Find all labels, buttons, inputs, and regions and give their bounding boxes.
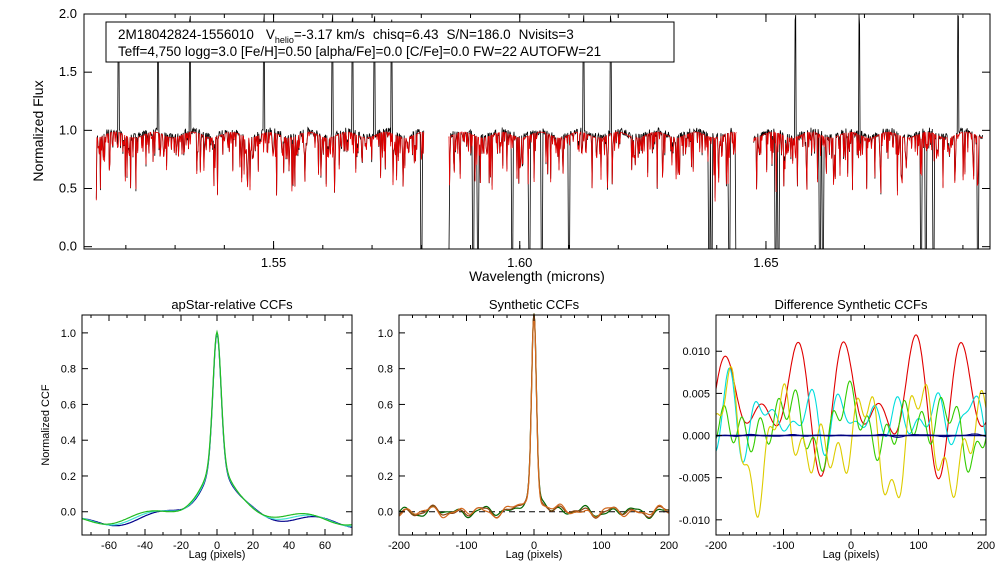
y-tick-label: 0.6 bbox=[378, 399, 393, 411]
apstar-ccf-ylabel: Normalized CCF bbox=[40, 384, 52, 466]
y-tick-label: -0.010 bbox=[679, 515, 710, 527]
star-id: 2M18042824-1556010 bbox=[118, 27, 254, 42]
x-tick-label: 60 bbox=[319, 540, 331, 552]
info-box bbox=[105, 21, 675, 63]
y-tick-label: 0.005 bbox=[682, 388, 710, 400]
synthetic-ccf-panel: Synthetic CCFs -200 -100 0 100 200 0.0 0.2 0.4 0… bbox=[378, 297, 678, 561]
y-tick-label: 0.0 bbox=[61, 507, 76, 519]
apstar-ccf-line-visit-1 bbox=[81, 331, 353, 528]
x-tick-label: 200 bbox=[660, 540, 678, 552]
x-tick-label: -100 bbox=[455, 540, 477, 552]
difference-ccf-line-yellow bbox=[715, 365, 987, 518]
y-tick-label: 1.5 bbox=[59, 64, 77, 79]
x-tick-label: -40 bbox=[137, 540, 153, 552]
difference-ccf-panel: Difference Synthetic CCFs -200 -100 0 100 20… bbox=[679, 297, 995, 561]
x-tick-label: 40 bbox=[283, 540, 295, 552]
vhelio-symbol: V bbox=[266, 27, 275, 42]
x-tick-label: 0 bbox=[848, 540, 854, 552]
spectrum-xlabel: Wavelength (microns) bbox=[469, 268, 605, 284]
model-flux-line-chip-1 bbox=[95, 131, 425, 201]
model-flux-line-chip-3 bbox=[753, 130, 983, 196]
difference-ccf-series-group bbox=[715, 334, 987, 518]
difference-ccf-line-green bbox=[715, 380, 987, 473]
synthetic-ccf-series-group bbox=[398, 313, 670, 519]
info-line-1: 2M18042824-1556010 Vhelio=-3.17 km/s chisq… bbox=[118, 27, 574, 45]
x-tick-label: -20 bbox=[173, 540, 189, 552]
difference-ccf-line-cyan bbox=[715, 367, 987, 463]
apstar-ccf-axes-frame bbox=[81, 314, 353, 536]
difference-ccf-line-red bbox=[715, 334, 987, 480]
x-tick-label: -60 bbox=[101, 540, 117, 552]
difference-ccf-ticks: -200 -100 0 100 200 -0.010 -0.005 0.000 0.005 0.0… bbox=[679, 315, 995, 552]
y-tick-label: -0.005 bbox=[679, 473, 710, 485]
spectrum-ticks: 1.55 1.60 1.65 0.0 0.5 1.0 1.5 2.0 bbox=[59, 6, 990, 270]
x-tick-label: 20 bbox=[247, 540, 259, 552]
x-tick-label: -200 bbox=[388, 540, 410, 552]
spectrum-ylabel: Normalized Flux bbox=[30, 80, 46, 181]
y-tick-label: 1.0 bbox=[59, 122, 77, 137]
nvisits-value: Nvisits=3 bbox=[519, 27, 574, 42]
synthetic-ccf-title: Synthetic CCFs bbox=[489, 297, 580, 312]
y-tick-label: 0.000 bbox=[682, 431, 710, 443]
chisq-value: chisq=6.43 bbox=[373, 27, 439, 42]
y-tick-label: 0.0 bbox=[378, 507, 393, 519]
x-tick-label: 1.60 bbox=[507, 255, 532, 270]
y-tick-label: 0.2 bbox=[378, 471, 393, 483]
spectrum-panel: 1.55 1.60 1.65 0.0 0.5 1.0 1.5 2.0 2M18042824-1… bbox=[30, 6, 991, 284]
spectrum-axes-frame bbox=[83, 13, 991, 250]
synthetic-ccf-axes-frame bbox=[398, 314, 670, 536]
x-tick-label: 0 bbox=[531, 540, 537, 552]
apstar-ccf-series-group bbox=[81, 329, 353, 528]
y-tick-label: 1.0 bbox=[61, 328, 76, 340]
x-tick-label: 1.65 bbox=[753, 255, 778, 270]
synthetic-ccf-line-visit-1 bbox=[398, 313, 670, 519]
vhelio-value: =-3.17 km/s bbox=[294, 27, 365, 42]
x-tick-label: 100 bbox=[592, 540, 610, 552]
x-tick-label: 200 bbox=[977, 540, 995, 552]
y-tick-label: 0.0 bbox=[59, 239, 77, 254]
apstar-ccf-panel: apStar-relative CCFs -60 -40 -20 0 20 40 60 0.0… bbox=[40, 297, 353, 561]
spectrum-series-group bbox=[95, 14, 983, 250]
y-tick-label: 0.4 bbox=[61, 435, 76, 447]
x-tick-label: -100 bbox=[772, 540, 794, 552]
y-tick-label: 0.8 bbox=[378, 364, 393, 376]
x-tick-label: 100 bbox=[909, 540, 927, 552]
y-tick-label: 1.0 bbox=[378, 328, 393, 340]
y-tick-label: 0.4 bbox=[378, 435, 393, 447]
synthetic-ccf-line-visit-3 bbox=[398, 315, 670, 519]
y-tick-label: 0.8 bbox=[61, 364, 76, 376]
y-tick-label: 0.5 bbox=[59, 181, 77, 196]
difference-ccf-xlabel: Lag (pixels) bbox=[823, 549, 880, 561]
synthetic-ccf-xlabel: Lag (pixels) bbox=[506, 549, 563, 561]
x-tick-label: 0 bbox=[214, 540, 220, 552]
y-tick-label: 0.2 bbox=[61, 471, 76, 483]
apstar-ccf-ticks: -60 -40 -20 0 20 40 60 0.0 0.2 0.4 0.6 0.8 1.0 bbox=[61, 315, 352, 552]
y-tick-label: 0.010 bbox=[682, 346, 710, 358]
apstar-ccf-line-visit-3 bbox=[81, 329, 353, 526]
y-tick-label: 0.6 bbox=[61, 399, 76, 411]
snr-value: S/N=186.0 bbox=[447, 27, 511, 42]
info-line-2: Teff=4,750 logg=3.0 [Fe/H]=0.50 [alpha/F… bbox=[118, 44, 601, 59]
vhelio-subscript: helio bbox=[275, 35, 294, 45]
observed-flux-line-chip-3 bbox=[753, 14, 983, 250]
x-tick-label: 1.55 bbox=[261, 255, 286, 270]
apstar-ccf-line-visit-2 bbox=[81, 330, 352, 527]
apstar-ccf-title: apStar-relative CCFs bbox=[171, 297, 293, 312]
difference-ccf-title: Difference Synthetic CCFs bbox=[775, 297, 928, 312]
apstar-ccf-xlabel: Lag (pixels) bbox=[189, 549, 246, 561]
x-tick-label: -200 bbox=[705, 540, 727, 552]
synthetic-ccf-ticks: -200 -100 0 100 200 0.0 0.2 0.4 0.6 0.8 1.0 bbox=[378, 315, 678, 552]
synthetic-ccf-line-visit-2 bbox=[398, 313, 670, 519]
y-tick-label: 2.0 bbox=[59, 6, 77, 21]
model-flux-line-chip-2 bbox=[448, 131, 737, 202]
